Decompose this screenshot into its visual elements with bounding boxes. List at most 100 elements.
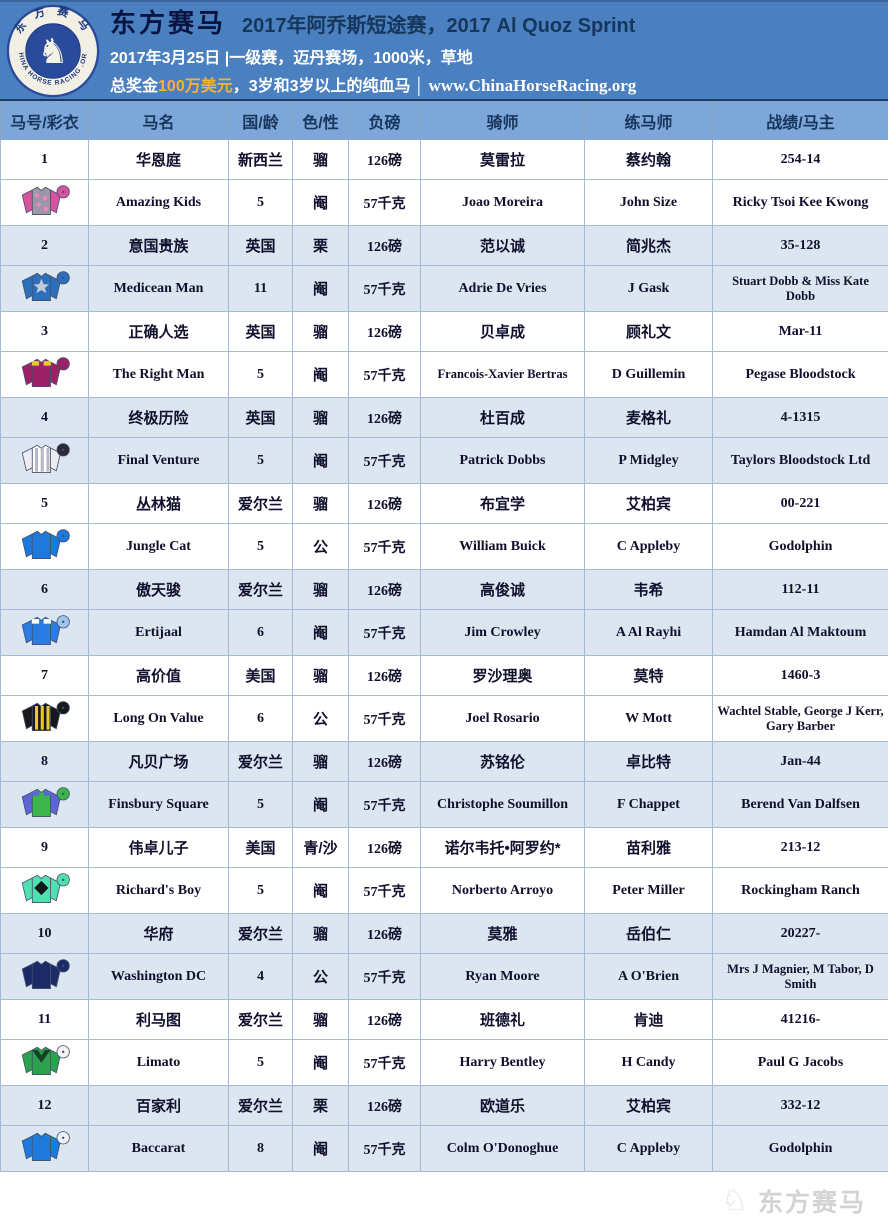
age: 11: [229, 266, 293, 312]
jockey-en: Ryan Moore: [421, 954, 585, 1000]
trainer-cn: 莫特: [585, 656, 713, 696]
column-header-4: 负磅: [349, 102, 421, 140]
coat-color: 骝: [293, 398, 349, 438]
weight-lbs: 126磅: [349, 1000, 421, 1040]
country: 爱尔兰: [229, 742, 293, 782]
watermark-horse-icon: ♘: [721, 1183, 750, 1218]
footer: ♘ 东方赛马: [0, 1172, 888, 1229]
trainer-cn: 简兆杰: [585, 226, 713, 266]
record: 1460-3: [713, 656, 888, 696]
trainer-cn: 卓比特: [585, 742, 713, 782]
jockey-en: Joel Rosario: [421, 696, 585, 742]
jockey-silks-icon: [17, 352, 73, 392]
trainer-en: John Size: [585, 180, 713, 226]
country: 新西兰: [229, 140, 293, 180]
trainer-cn: 肯迪: [585, 1000, 713, 1040]
rearing-horse-icon: ♞: [37, 32, 68, 72]
jockey-en: Joao Moreira: [421, 180, 585, 226]
owner: Godolphin: [713, 1126, 888, 1172]
age: 6: [229, 610, 293, 656]
weight-kg: 57千克: [349, 524, 421, 570]
silks-cell: [1, 524, 89, 570]
horse-number: 4: [1, 398, 89, 438]
column-header-3: 色/性: [293, 102, 349, 140]
horse-number: 3: [1, 312, 89, 352]
weight-kg: 57千克: [349, 1040, 421, 1086]
country: 爱尔兰: [229, 570, 293, 610]
sex: 阉: [293, 352, 349, 398]
sex: 阉: [293, 610, 349, 656]
column-header-2: 国/龄: [229, 102, 293, 140]
column-header-6: 练马师: [585, 102, 713, 140]
jockey-cn: 莫雷拉: [421, 140, 585, 180]
country: 英国: [229, 226, 293, 266]
age: 5: [229, 782, 293, 828]
trainer-en: H Candy: [585, 1040, 713, 1086]
jockey-en: Christophe Soumillon: [421, 782, 585, 828]
trainer-cn: 艾柏宾: [585, 484, 713, 524]
jockey-en: Norberto Arroyo: [421, 868, 585, 914]
horse-name-cn: 终极历险: [89, 398, 229, 438]
weight-kg: 57千克: [349, 954, 421, 1000]
horse-name-en: Amazing Kids: [89, 180, 229, 226]
column-header-5: 骑师: [421, 102, 585, 140]
weight-lbs: 126磅: [349, 1086, 421, 1126]
table-header-row: 马号/彩衣马名国/龄色/性负磅骑师练马师战绩/马主: [1, 102, 888, 140]
sex: 阉: [293, 180, 349, 226]
horse-name-en: Ertijaal: [89, 610, 229, 656]
race-title: 2017年阿乔斯短途赛，2017 Al Quoz Sprint: [242, 9, 635, 38]
sex: 公: [293, 954, 349, 1000]
trainer-en: C Appleby: [585, 1126, 713, 1172]
owner: Paul G Jacobs: [713, 1040, 888, 1086]
jockey-cn: 诺尔韦托•阿罗约*: [421, 828, 585, 868]
age: 5: [229, 1040, 293, 1086]
horse-name-cn: 利马图: [89, 1000, 229, 1040]
owner: Hamdan Al Maktoum: [713, 610, 888, 656]
weight-lbs: 126磅: [349, 226, 421, 266]
trainer-en: A O'Brien: [585, 954, 713, 1000]
weight-lbs: 126磅: [349, 398, 421, 438]
record: 4-1315: [713, 398, 888, 438]
horse-name-en: The Right Man: [89, 352, 229, 398]
weight-kg: 57千克: [349, 180, 421, 226]
sex: 阉: [293, 1126, 349, 1172]
coat-color: 骝: [293, 140, 349, 180]
jockey-en: Jim Crowley: [421, 610, 585, 656]
horse-name-en: Finsbury Square: [89, 782, 229, 828]
china-horse-racing-logo: 东 方 赛 马 CHINA HORSE RACING .ORG ♞: [6, 4, 100, 98]
horse-name-en: Baccarat: [89, 1126, 229, 1172]
country: 爱尔兰: [229, 1000, 293, 1040]
jockey-silks-icon: [17, 266, 73, 306]
jockey-silks-icon: [17, 1040, 73, 1080]
horse-number: 10: [1, 914, 89, 954]
jockey-silks-icon: [17, 1126, 73, 1166]
horse-name-cn: 高价值: [89, 656, 229, 696]
horse-name-cn: 伟卓儿子: [89, 828, 229, 868]
website-link[interactable]: www.ChinaHorseRacing.org: [429, 76, 637, 95]
trainer-cn: 岳伯仁: [585, 914, 713, 954]
silks-cell: [1, 954, 89, 1000]
coat-color: 骝: [293, 914, 349, 954]
trainer-en: J Gask: [585, 266, 713, 312]
country: 英国: [229, 398, 293, 438]
coat-color: 骝: [293, 742, 349, 782]
record: 20227-: [713, 914, 888, 954]
jockey-cn: 班德礼: [421, 1000, 585, 1040]
jockey-en: Harry Bentley: [421, 1040, 585, 1086]
owner: Berend Van Dalfsen: [713, 782, 888, 828]
trainer-cn: 麦格礼: [585, 398, 713, 438]
divider: │: [411, 78, 429, 95]
age: 4: [229, 954, 293, 1000]
horse-name-en: Washington DC: [89, 954, 229, 1000]
country: 爱尔兰: [229, 484, 293, 524]
horse-number: 5: [1, 484, 89, 524]
record: 213-12: [713, 828, 888, 868]
